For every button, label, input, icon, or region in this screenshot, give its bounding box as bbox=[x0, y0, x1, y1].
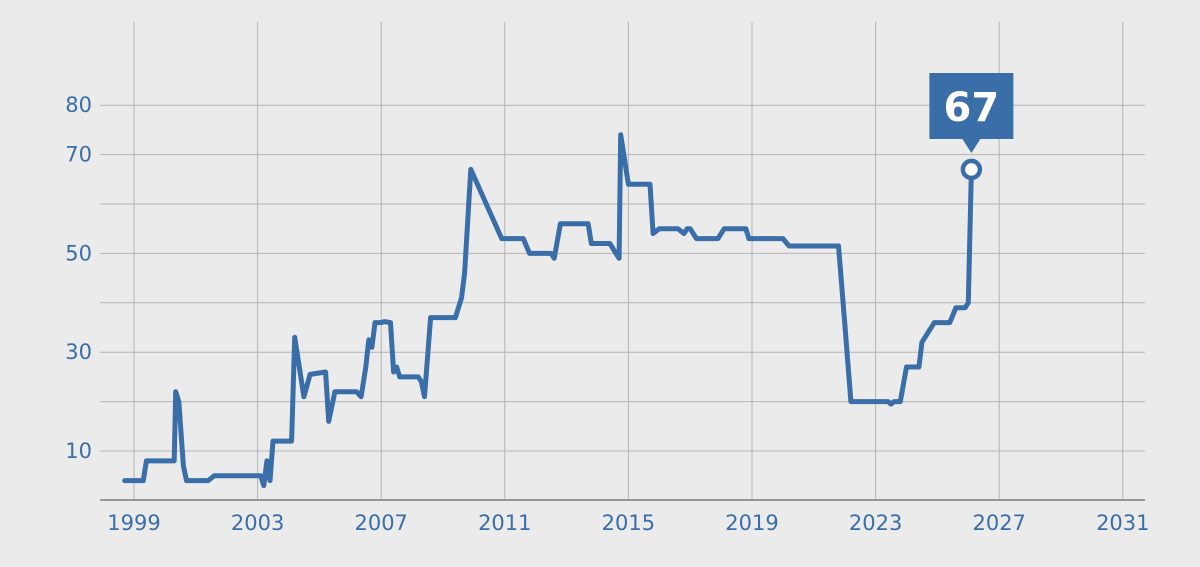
y-tick-label-10: 10 bbox=[65, 439, 92, 463]
y-tick-label-50: 50 bbox=[65, 241, 92, 265]
x-tick-label-2031: 2031 bbox=[1096, 511, 1149, 535]
callout-value-label: 67 bbox=[944, 85, 1000, 131]
series-layer bbox=[122, 132, 974, 489]
x-tick-label-2011: 2011 bbox=[478, 511, 531, 535]
x-tick-label-2019: 2019 bbox=[725, 511, 778, 535]
y-tick-label-30: 30 bbox=[65, 340, 92, 364]
x-tick-label-2015: 2015 bbox=[602, 511, 655, 535]
axis-layer: 1999 2003 2007 2011 2015 2019 2023 2027 2031 10 30… bbox=[65, 93, 1149, 535]
grid-layer bbox=[100, 22, 1145, 500]
y-tick-label-80: 80 bbox=[65, 93, 92, 117]
x-tick-label-2027: 2027 bbox=[972, 511, 1025, 535]
y-tick-label-70: 70 bbox=[65, 143, 92, 167]
callout-box bbox=[929, 73, 1014, 139]
x-tick-label-1999: 1999 bbox=[107, 511, 160, 535]
series-line-0 bbox=[122, 132, 974, 489]
callout-pointer bbox=[962, 139, 981, 153]
x-tick-label-2023: 2023 bbox=[849, 511, 902, 535]
callout-layer: 67 bbox=[929, 73, 1014, 181]
series-end-marker bbox=[960, 158, 983, 181]
x-tick-label-2003: 2003 bbox=[231, 511, 284, 535]
x-tick-label-2007: 2007 bbox=[354, 511, 407, 535]
